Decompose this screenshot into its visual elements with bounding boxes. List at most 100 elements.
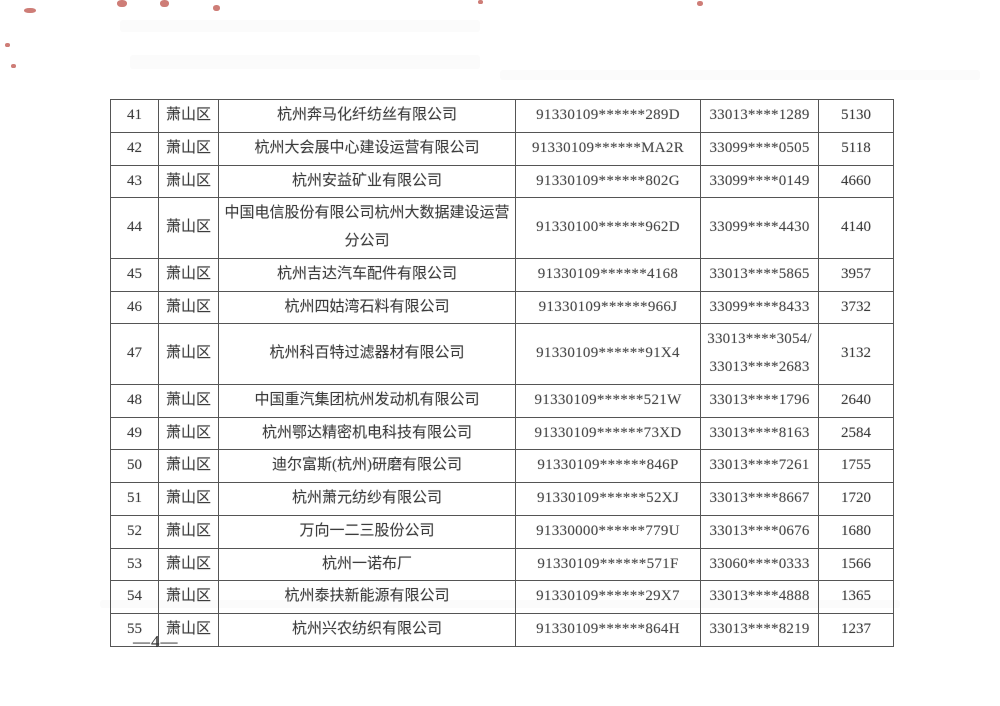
count-cell: 3957: [818, 257, 894, 292]
insurance-code-cell: 33013****3054/ 33013****2683: [700, 323, 819, 385]
scan-smudge: [120, 20, 480, 32]
insurance-code-cell: 33013****5865: [700, 257, 819, 292]
table-row: 48 萧山区 中国重汽集团杭州发动机有限公司 91330109******521W 33…: [110, 383, 894, 418]
scan-artifact: [213, 5, 220, 11]
row-number-cell: 48: [110, 383, 159, 418]
insurance-code-cell: 33013****7261: [700, 449, 819, 483]
district-cell: 萧山区: [158, 197, 219, 259]
row-number-cell: 46: [110, 290, 159, 325]
count-cell: 3132: [818, 323, 894, 385]
insurance-code-cell: 33099****4430: [700, 197, 819, 259]
insurance-code-cell: 33013****8667: [700, 482, 819, 516]
table-row: 44 萧山区 中国电信股份有限公司杭州大数据建设运营分公司 91330100*****…: [110, 197, 894, 259]
table-row: 52 萧山区 万向一二三股份公司 91330000******779U 33013***…: [110, 514, 894, 549]
insurance-code-cell: 33099****0149: [700, 164, 819, 199]
credit-code-cell: 91330109******73XD: [515, 416, 701, 451]
district-cell: 萧山区: [158, 613, 219, 647]
scan-artifact: [24, 8, 36, 13]
table-row: 46 萧山区 杭州四姑湾石料有限公司 91330109******966J 33099*…: [110, 290, 894, 325]
row-number-cell: 43: [110, 164, 159, 199]
row-number-cell: 50: [110, 449, 159, 483]
table-row: 41 萧山区 杭州奔马化纤纺丝有限公司 91330109******289D 33013…: [110, 99, 894, 133]
credit-code-cell: 91330109******289D: [515, 99, 701, 133]
count-cell: 1566: [818, 547, 894, 582]
company-cell: 中国电信股份有限公司杭州大数据建设运营分公司: [218, 197, 516, 259]
company-cell: 杭州泰扶新能源有限公司: [218, 580, 516, 614]
count-cell: 5118: [818, 131, 894, 166]
count-cell: 1365: [818, 580, 894, 614]
district-cell: 萧山区: [158, 257, 219, 292]
table-row: 42 萧山区 杭州大会展中心建设运营有限公司 91330109******MA2R 33…: [110, 131, 894, 166]
insurance-code-cell: 33099****8433: [700, 290, 819, 325]
credit-code-cell: 91330109******MA2R: [515, 131, 701, 166]
company-cell: 迪尔富斯(杭州)研磨有限公司: [218, 449, 516, 483]
row-number-cell: 44: [110, 197, 159, 259]
row-number-cell: 41: [110, 99, 159, 133]
scan-artifact: [160, 0, 169, 7]
company-cell: 杭州大会展中心建设运营有限公司: [218, 131, 516, 166]
company-cell: 杭州安益矿业有限公司: [218, 164, 516, 199]
row-number-cell: 47: [110, 323, 159, 385]
count-cell: 2584: [818, 416, 894, 451]
credit-code-cell: 91330109******521W: [515, 383, 701, 418]
credit-code-cell: 91330100******962D: [515, 197, 701, 259]
district-cell: 萧山区: [158, 547, 219, 582]
row-number-cell: 51: [110, 482, 159, 516]
insurance-code-cell: 33060****0333: [700, 547, 819, 582]
insurance-code-cell: 33013****1289: [700, 99, 819, 133]
row-number-cell: 55: [110, 613, 159, 647]
district-cell: 萧山区: [158, 290, 219, 325]
count-cell: 1755: [818, 449, 894, 483]
scan-smudge: [130, 55, 480, 69]
credit-code-cell: 91330109******91X4: [515, 323, 701, 385]
row-number-cell: 53: [110, 547, 159, 582]
table-row: 55 萧山区 杭州兴农纺织有限公司 91330109******864H 33013**…: [110, 613, 894, 647]
table-row: 43 萧山区 杭州安益矿业有限公司 91330109******802G 33099**…: [110, 164, 894, 199]
insurance-code-cell: 33013****8219: [700, 613, 819, 647]
district-cell: 萧山区: [158, 164, 219, 199]
row-number-cell: 54: [110, 580, 159, 614]
row-number-cell: 42: [110, 131, 159, 166]
row-number-cell: 52: [110, 514, 159, 549]
company-cell: 杭州一诺布厂: [218, 547, 516, 582]
row-number-cell: 49: [110, 416, 159, 451]
district-cell: 萧山区: [158, 383, 219, 418]
count-cell: 4660: [818, 164, 894, 199]
count-cell: 1720: [818, 482, 894, 516]
company-cell: 杭州兴农纺织有限公司: [218, 613, 516, 647]
district-cell: 萧山区: [158, 416, 219, 451]
scan-artifact: [11, 64, 16, 68]
company-cell: 杭州鄂达精密机电科技有限公司: [218, 416, 516, 451]
credit-code-cell: 91330000******779U: [515, 514, 701, 549]
table-row: 53 萧山区 杭州一诺布厂 91330109******571F 33060****03…: [110, 547, 894, 582]
credit-code-cell: 91330109******966J: [515, 290, 701, 325]
table-row: 54 萧山区 杭州泰扶新能源有限公司 91330109******29X7 33013*…: [110, 580, 894, 614]
count-cell: 3732: [818, 290, 894, 325]
company-cell: 杭州奔马化纤纺丝有限公司: [218, 99, 516, 133]
credit-code-cell: 91330109******4168: [515, 257, 701, 292]
company-cell: 杭州科百特过滤器材有限公司: [218, 323, 516, 385]
company-cell: 杭州四姑湾石料有限公司: [218, 290, 516, 325]
scan-artifact: [697, 1, 703, 6]
credit-code-cell: 91330109******52XJ: [515, 482, 701, 516]
insurance-code-cell: 33013****4888: [700, 580, 819, 614]
district-cell: 萧山区: [158, 482, 219, 516]
scan-artifact: [117, 0, 127, 7]
district-cell: 萧山区: [158, 99, 219, 133]
district-cell: 萧山区: [158, 323, 219, 385]
insurance-code-cell: 33013****0676: [700, 514, 819, 549]
page-number: —4—: [133, 632, 179, 651]
company-table: 41 萧山区 杭州奔马化纤纺丝有限公司 91330109******289D 33013…: [110, 99, 894, 647]
company-cell: 杭州萧元纺纱有限公司: [218, 482, 516, 516]
district-cell: 萧山区: [158, 449, 219, 483]
company-cell: 中国重汽集团杭州发动机有限公司: [218, 383, 516, 418]
count-cell: 5130: [818, 99, 894, 133]
district-cell: 萧山区: [158, 514, 219, 549]
table-row: 45 萧山区 杭州吉达汽车配件有限公司 91330109******4168 33013…: [110, 257, 894, 292]
insurance-code-cell: 33013****8163: [700, 416, 819, 451]
credit-code-cell: 91330109******29X7: [515, 580, 701, 614]
scan-artifact: [478, 0, 483, 4]
count-cell: 1680: [818, 514, 894, 549]
company-cell: 杭州吉达汽车配件有限公司: [218, 257, 516, 292]
